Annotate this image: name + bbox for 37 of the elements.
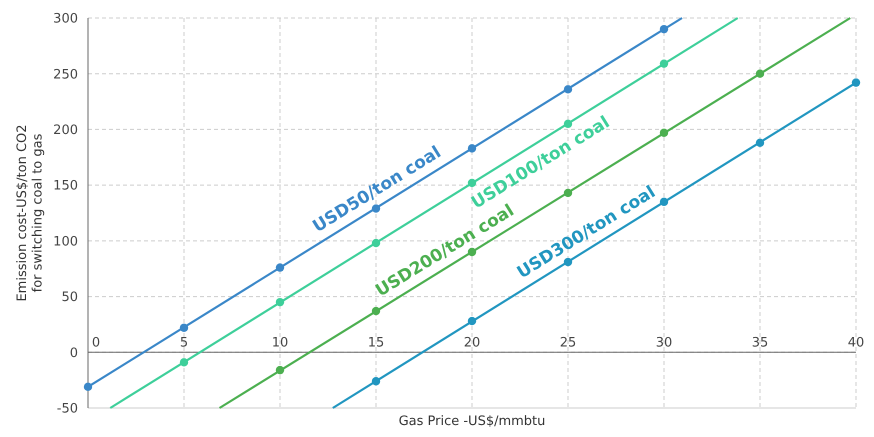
x-tick-label: 25	[560, 335, 576, 350]
y-tick-label: 0	[70, 346, 78, 361]
x-tick-label: 5	[180, 335, 188, 350]
point	[276, 263, 284, 272]
x-tick-label: 10	[272, 335, 288, 350]
point	[372, 306, 380, 316]
y-tick-label: 50	[61, 290, 78, 306]
point	[660, 198, 668, 206]
y-axis-title: Emission cost-US$/ton CO2 for switching coal to gas	[15, 124, 46, 302]
x-tick-label: 40	[848, 335, 864, 350]
y-tick-label: 200	[53, 122, 78, 138]
x-axis-title: Gas Price -US$/mmbtu	[398, 414, 546, 429]
point	[660, 128, 668, 137]
point	[756, 138, 764, 147]
y-tick-label: -50	[56, 402, 78, 417]
y-tick-label: 300	[53, 12, 78, 27]
point	[276, 366, 284, 374]
y-tick-label: 250	[53, 67, 78, 82]
x-tick-label: 30	[656, 335, 672, 350]
point	[660, 59, 668, 68]
point	[180, 358, 188, 367]
point	[660, 24, 668, 34]
x-tick-label: 0	[92, 335, 100, 350]
point	[852, 78, 860, 87]
y-tick-label: 100	[53, 234, 78, 250]
x-tick-label: 20	[464, 335, 480, 350]
point	[276, 298, 284, 306]
point	[372, 377, 380, 386]
point	[564, 85, 572, 94]
y-tick-label: 150	[53, 178, 78, 194]
point	[756, 70, 764, 78]
point	[180, 324, 188, 332]
x-tick-label: 35	[752, 335, 768, 350]
x-tick-label: 15	[368, 335, 384, 350]
point	[468, 316, 476, 326]
point	[84, 382, 92, 392]
point	[564, 120, 572, 128]
